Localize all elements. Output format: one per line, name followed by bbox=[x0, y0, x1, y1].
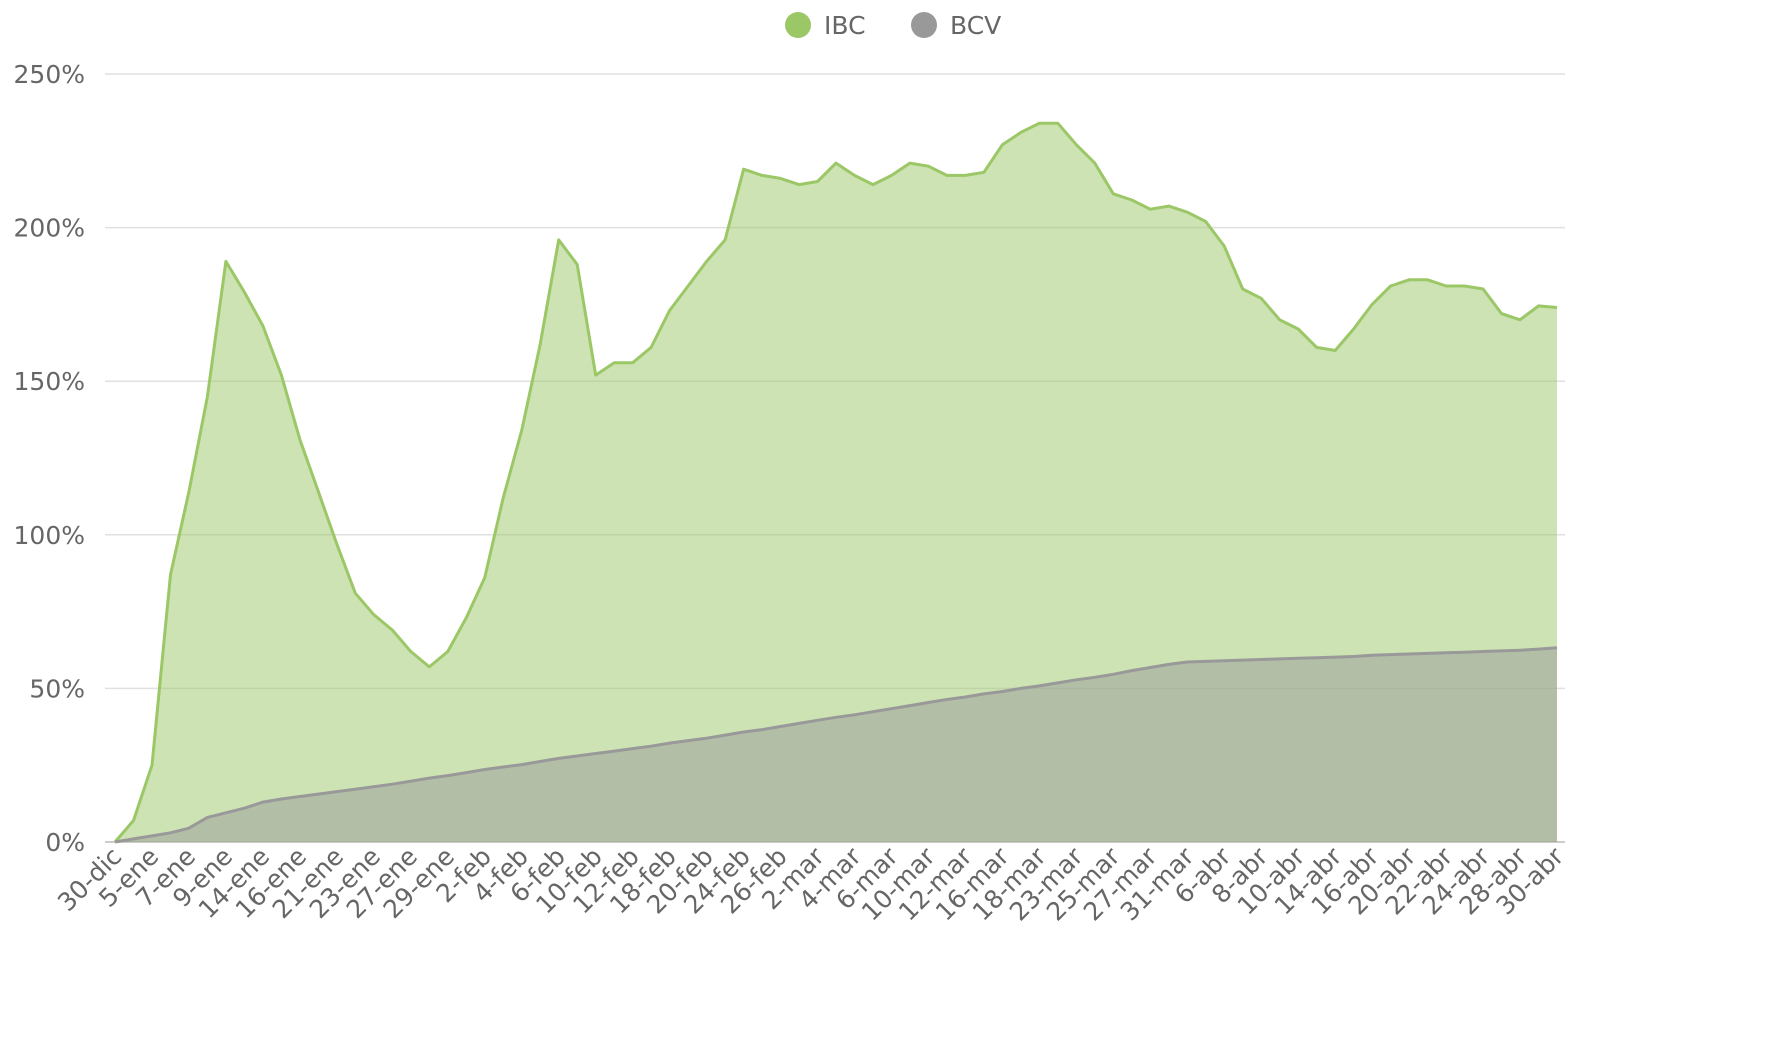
area-fill bbox=[115, 647, 1557, 842]
y-tick-label: 100% bbox=[14, 521, 85, 550]
legend-label: IBC bbox=[824, 11, 866, 40]
y-tick-label: 150% bbox=[14, 367, 85, 396]
area-line bbox=[113, 121, 1558, 843]
legend-label: BCV bbox=[950, 11, 1001, 40]
y-tick-label: 250% bbox=[14, 60, 85, 89]
y-tick-label: 200% bbox=[14, 214, 85, 243]
legend-marker bbox=[785, 12, 811, 38]
y-tick-label: 50% bbox=[29, 674, 85, 703]
y-tick-label: 0% bbox=[45, 828, 85, 857]
area-line bbox=[114, 646, 1558, 844]
legend-marker bbox=[911, 12, 937, 38]
